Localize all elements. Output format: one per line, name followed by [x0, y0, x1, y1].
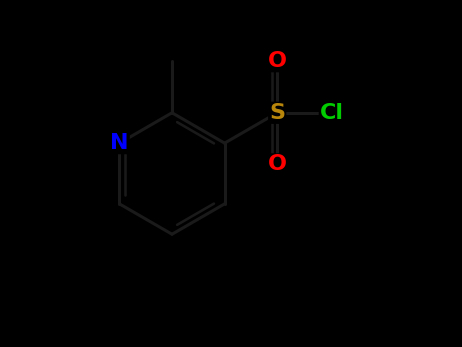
Text: O: O	[267, 154, 287, 175]
Text: S: S	[269, 103, 285, 123]
Text: Cl: Cl	[320, 103, 344, 123]
Text: N: N	[110, 133, 129, 153]
Text: O: O	[267, 51, 287, 71]
